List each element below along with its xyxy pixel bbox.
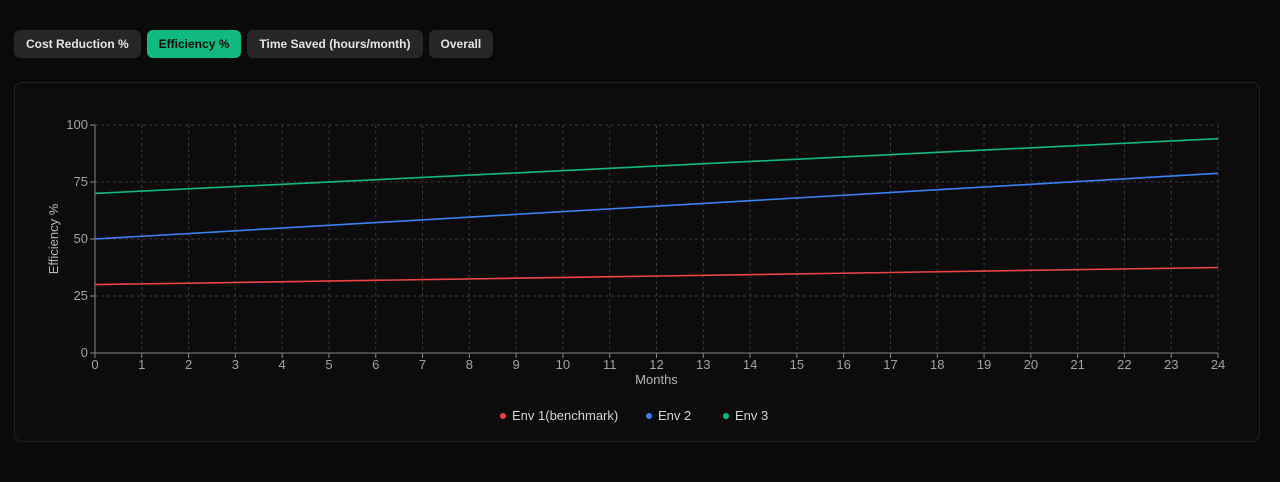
x-tick-label: 10 bbox=[556, 357, 570, 372]
tab-efficiency[interactable]: Efficiency % bbox=[146, 30, 242, 58]
x-tick-label: 2 bbox=[185, 357, 192, 372]
legend-label: Env 2 bbox=[658, 408, 691, 423]
x-tick-label: 8 bbox=[466, 357, 473, 372]
x-tick-label: 1 bbox=[138, 357, 145, 372]
metric-tabs: Cost Reduction % Efficiency % Time Saved… bbox=[14, 30, 494, 58]
x-tick-label: 24 bbox=[1211, 357, 1225, 372]
x-tick-label: 19 bbox=[977, 357, 991, 372]
legend: Env 1(benchmark) Env 2 Env 3 bbox=[500, 408, 768, 423]
legend-item-env-3: Env 3 bbox=[723, 408, 768, 423]
x-tick-label: 21 bbox=[1070, 357, 1084, 372]
series-line-env-3 bbox=[94, 137, 1219, 195]
legend-dot bbox=[646, 413, 652, 419]
legend-dot bbox=[500, 413, 506, 419]
x-tick-label: 16 bbox=[836, 357, 850, 372]
x-tick-label: 3 bbox=[232, 357, 239, 372]
x-tick-label: 20 bbox=[1024, 357, 1038, 372]
x-tick-label: 4 bbox=[279, 357, 286, 372]
legend-label: Env 3 bbox=[735, 408, 768, 423]
x-tick-label: 11 bbox=[603, 357, 617, 372]
x-tick-label: 23 bbox=[1164, 357, 1178, 372]
line-chart: 0 1 2 3 4 5 6 7 8 9 10 11 12 13 14 15 16 17 18 19 20 21 22 23 24… bbox=[46, 117, 1225, 423]
y-tick-label: 75 bbox=[74, 174, 88, 189]
x-tick-label: 14 bbox=[743, 357, 757, 372]
legend-item-env-1: Env 1(benchmark) bbox=[500, 408, 618, 423]
x-tick-label: 13 bbox=[696, 357, 710, 372]
legend-item-env-2: Env 2 bbox=[646, 408, 691, 423]
x-tick-label: 7 bbox=[419, 357, 426, 372]
x-tick-label: 5 bbox=[325, 357, 332, 372]
x-axis-title: Months bbox=[635, 372, 678, 387]
x-tick-label: 12 bbox=[649, 357, 663, 372]
y-axis-title: Efficiency % bbox=[46, 203, 61, 274]
y-tick-label: 100 bbox=[66, 117, 88, 132]
y-tick-label: 50 bbox=[74, 231, 88, 246]
legend-dot bbox=[723, 413, 729, 419]
axes: 0 1 2 3 4 5 6 7 8 9 10 11 12 13 14 15 16 17 18 19 20 21 22 23 24… bbox=[66, 117, 1225, 372]
y-tick-label: 25 bbox=[74, 288, 88, 303]
series-lines bbox=[94, 137, 1219, 286]
series-line-env-2 bbox=[94, 172, 1219, 240]
y-tick-label: 0 bbox=[81, 345, 88, 360]
grid bbox=[95, 124, 1219, 353]
x-tick-label: 9 bbox=[513, 357, 520, 372]
tab-time-saved[interactable]: Time Saved (hours/month) bbox=[247, 30, 423, 58]
series-line-env-1 bbox=[94, 266, 1219, 286]
x-tick-label: 17 bbox=[883, 357, 897, 372]
chart-card: 0 1 2 3 4 5 6 7 8 9 10 11 12 13 14 15 16 17 18 19 20 21 22 23 24… bbox=[14, 82, 1260, 442]
x-tick-label: 6 bbox=[372, 357, 379, 372]
x-tick-label: 22 bbox=[1117, 357, 1131, 372]
x-tick-label: 15 bbox=[790, 357, 804, 372]
tab-cost-reduction[interactable]: Cost Reduction % bbox=[14, 30, 141, 58]
legend-label: Env 1(benchmark) bbox=[512, 408, 618, 423]
x-tick-label: 18 bbox=[930, 357, 944, 372]
x-tick-label: 0 bbox=[91, 357, 98, 372]
tab-overall[interactable]: Overall bbox=[428, 30, 494, 58]
